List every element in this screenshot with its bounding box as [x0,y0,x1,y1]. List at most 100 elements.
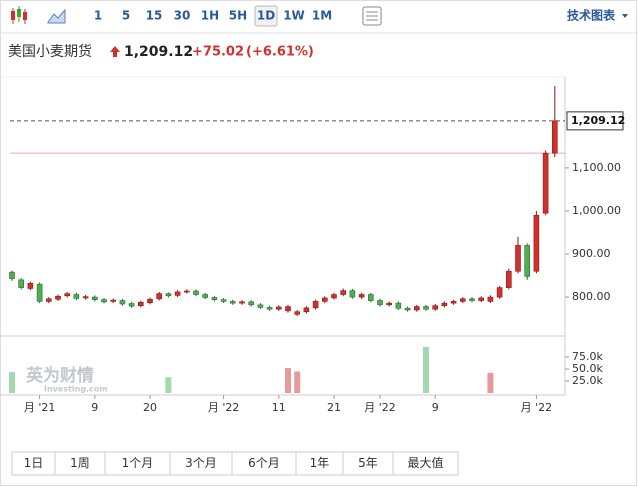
candle-body [174,291,181,296]
candle-body [542,152,549,214]
interval-button[interactable]: 30 [174,9,191,23]
range-button[interactable]: 6个月 [248,456,280,470]
candle-body [92,296,98,300]
x-tick-label: 9 [91,401,98,414]
candle-body [459,298,466,302]
interval-button[interactable]: 15 [146,9,163,23]
layout-icon[interactable] [362,6,382,26]
volume-bar [487,372,494,393]
interval-button[interactable]: 1 [94,9,102,23]
watermark: 英为财情 Investing.com [26,365,108,394]
interval-button[interactable]: 1D [257,9,275,23]
candle-body [432,305,439,310]
interval-button[interactable]: 5 [122,9,130,23]
candle-body [413,306,420,311]
candle-body [138,301,144,307]
candle-body [128,303,135,307]
interval-button[interactable]: 1W [283,9,305,23]
x-tick-label: 9 [432,401,439,414]
interval-button[interactable]: 5H [229,9,247,23]
candle-body [524,245,531,277]
range-button[interactable]: 1年 [310,456,330,470]
price-change: +75.02 [192,45,244,60]
candle-body [257,304,264,308]
candle-body [349,290,356,298]
x-tick-label: 21 [327,401,341,414]
y-tick-label: 800.00 [572,290,611,303]
candle-body [64,293,70,297]
candle-body [395,302,402,309]
candle-body [367,294,374,301]
candle-body [469,298,475,301]
candle-body [220,299,227,302]
area-icon[interactable] [47,8,66,24]
interval-button[interactable]: 1H [201,9,219,23]
candle-body [496,287,503,298]
volume-bar [423,346,429,393]
range-button[interactable]: 1个月 [122,456,154,470]
candle-body [165,293,172,297]
volume-tick-label: 75.0k [572,350,603,363]
candle-body [18,279,25,288]
candle-body [487,296,494,302]
candle-body [533,214,540,272]
x-tick-label: 月 '22 [521,401,553,414]
volume-bar [294,371,301,393]
candle-body [202,294,208,298]
candle-body [147,298,153,303]
candle-body [55,295,61,300]
y-tick-label: 1,100.00 [572,161,621,174]
candle-body [230,301,236,304]
candle-body [404,307,411,311]
y-tick-label: 900.00 [572,247,611,260]
candle-body [193,290,199,295]
volume-bar [285,368,291,393]
x-tick-label: 月 '22 [364,401,396,414]
candle-body [266,307,273,310]
candle-body [312,301,319,309]
last-price-label: 1,209.12 [571,114,625,127]
candle-body [9,271,15,279]
x-tick-label: 11 [272,401,286,414]
candle-body [478,297,485,301]
candle-body [119,300,126,305]
y-tick-label: 1,000.00 [572,204,621,217]
volume-tick-label: 50.0k [572,362,603,375]
range-button[interactable]: 1周 [70,456,90,470]
range-button-box[interactable] [392,451,459,476]
candle-body [321,297,328,302]
candle-icon[interactable] [11,6,27,24]
range-button[interactable]: 5年 [358,456,378,470]
range-button[interactable]: 3个月 [185,456,217,470]
x-tick-label: 月 '21 [24,401,56,414]
candle-body [450,301,457,304]
candle-body [239,301,245,304]
watermark-cn: 英为财情 [26,365,94,386]
caret [622,14,628,18]
candle-body [285,306,291,312]
range-button[interactable]: 1日 [24,456,44,470]
candle-body [441,302,448,307]
interval-button[interactable]: 1M [312,9,332,23]
tech-chart-menu[interactable]: 技术图表 [567,8,616,23]
candle-body [303,307,310,313]
candle-body [110,299,116,302]
last-price: 1,209.12 [124,44,193,60]
x-tick-label: 月 '22 [208,401,240,414]
candle-body [505,270,512,288]
range-button[interactable]: 最大值 [407,455,443,470]
up-arrow [110,46,120,57]
watermark-en: Investing.com [44,385,108,394]
instrument-name: 美国小麦期货 [8,43,92,60]
candle-body [82,296,89,299]
volume-bar [9,372,15,393]
candle-body [377,300,383,306]
candle-body [73,294,80,299]
candle-body [45,298,52,302]
candle-body [551,120,558,154]
active-interval-box [254,5,278,27]
candle-body [294,311,301,315]
candle-body [211,297,218,300]
